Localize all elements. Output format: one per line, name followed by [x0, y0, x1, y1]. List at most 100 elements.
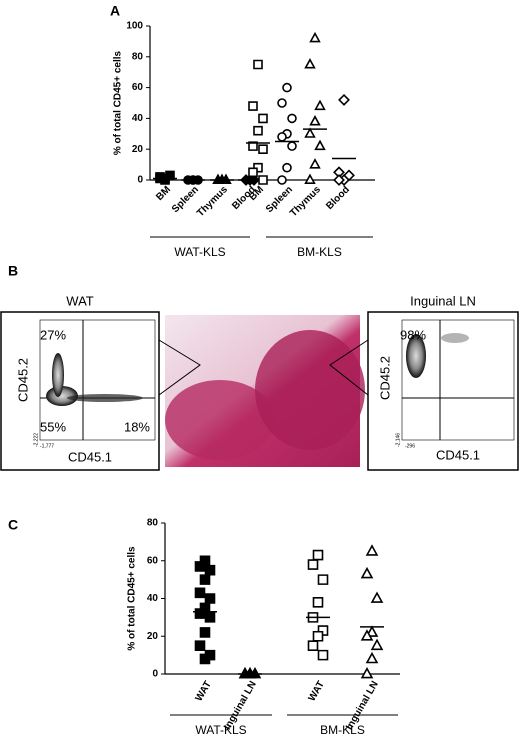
y-tick-label: 80	[147, 518, 159, 529]
cell-cloud	[441, 333, 469, 343]
y-tick-label: 60	[132, 82, 144, 93]
dot	[370, 638, 384, 651]
flow-box	[0, 311, 160, 471]
dot	[370, 591, 384, 603]
dot	[248, 167, 258, 178]
dot	[194, 587, 206, 599]
dot	[312, 630, 324, 642]
dot	[199, 627, 211, 638]
dot	[277, 175, 287, 185]
dot	[304, 58, 316, 69]
y-tick-label: 40	[147, 593, 159, 604]
cell-cloud	[52, 353, 64, 397]
cell-cloud	[67, 394, 143, 402]
dot	[258, 144, 268, 154]
flow-title: WAT	[66, 293, 93, 308]
plot-frame	[39, 319, 156, 441]
dot	[253, 125, 263, 136]
axis-label: CD45.1	[68, 449, 112, 464]
tick-label: -2,222	[33, 433, 39, 447]
dot	[309, 31, 321, 43]
panel-label: A	[110, 3, 120, 19]
callout	[158, 339, 201, 396]
y-tick-label: 0	[152, 669, 158, 680]
dot	[204, 612, 216, 623]
dot	[199, 574, 211, 585]
dot	[304, 173, 316, 184]
cell-cloud	[406, 334, 426, 378]
x-tick-label: Thymus	[288, 184, 323, 219]
y-tick-label: 40	[132, 113, 144, 124]
dot	[309, 158, 321, 169]
plot-frame	[401, 319, 515, 441]
dot	[253, 59, 263, 70]
dot	[258, 175, 268, 185]
dot	[333, 174, 345, 186]
dot	[317, 649, 329, 661]
axis-label: CD45.2	[377, 356, 392, 400]
dot	[199, 653, 211, 665]
y-tick-label: 0	[137, 175, 143, 186]
callout	[329, 339, 369, 396]
flow-box	[367, 311, 519, 471]
quadrant-label: 27%	[40, 327, 66, 342]
dot	[277, 132, 287, 142]
quadrant-label: 98%	[400, 327, 426, 342]
quadrant-label: 55%	[40, 419, 66, 434]
tick-label: -1,777	[40, 443, 54, 449]
dot	[307, 559, 319, 570]
dot	[220, 173, 232, 184]
x-tick-label: Thymus	[195, 184, 230, 219]
dot	[204, 593, 216, 604]
dot	[307, 640, 319, 651]
dot	[360, 629, 374, 641]
dot	[314, 99, 326, 111]
group-label: WAT-KLS	[174, 245, 225, 259]
y-axis-label: % of total CD45+ cells	[113, 50, 124, 155]
y-tick-label: 20	[147, 631, 159, 642]
dot	[360, 666, 374, 679]
panel-label: C	[8, 517, 18, 533]
group-label: BM-KLS	[297, 245, 342, 259]
group-label: WAT-KLS	[195, 723, 246, 737]
y-axis-label: % of total CD45+ cells	[127, 546, 138, 651]
dot	[365, 544, 379, 556]
dot	[312, 596, 324, 608]
histology-node	[165, 380, 275, 460]
panel-label: B	[8, 263, 18, 279]
dot	[194, 640, 206, 651]
dot	[238, 666, 252, 679]
y-tick-label: 60	[147, 555, 159, 566]
y-tick-label: 80	[132, 51, 144, 62]
axis-label: CD45.2	[15, 358, 30, 402]
y-tick-label: 100	[126, 21, 143, 32]
dot	[304, 127, 316, 138]
dot	[309, 115, 321, 126]
dot	[212, 173, 224, 184]
x-tick-label: Blood	[324, 184, 352, 212]
dot	[277, 98, 287, 108]
y-tick-label: 20	[132, 144, 144, 155]
dot	[360, 566, 374, 579]
tick-label: -2,146	[395, 433, 401, 447]
tick-label: -296	[405, 443, 415, 449]
dot	[194, 608, 206, 619]
dot	[248, 141, 258, 151]
dot	[312, 549, 324, 561]
dot	[314, 139, 326, 151]
x-tick-label: WAT	[307, 679, 327, 703]
histology-node	[255, 330, 365, 450]
dot	[282, 162, 292, 173]
dot	[204, 564, 216, 576]
dot	[287, 141, 297, 151]
x-tick-label: BM	[154, 184, 173, 203]
dot	[194, 561, 206, 572]
quadrant-label: 18%	[124, 419, 150, 434]
flow-title: Inguinal LN	[410, 293, 476, 308]
dot	[287, 113, 297, 124]
axis-label: CD45.1	[436, 447, 480, 462]
dot	[365, 651, 379, 664]
dot	[248, 101, 258, 111]
dot	[338, 93, 350, 106]
